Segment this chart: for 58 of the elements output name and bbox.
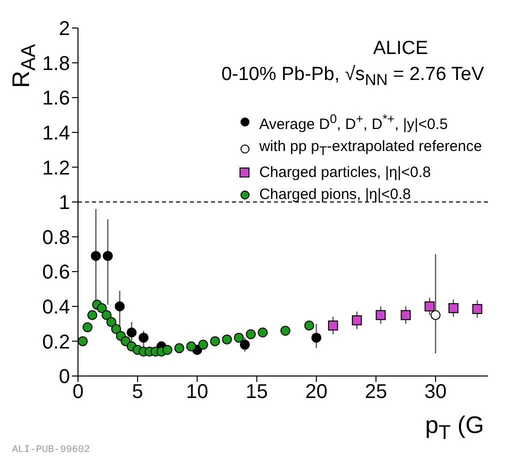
- legend-label: Charged pions, |η|<0.8: [259, 185, 411, 205]
- y-tick-label: 1.6: [42, 88, 70, 110]
- point: [328, 320, 338, 331]
- point: [448, 303, 458, 314]
- point: [280, 326, 290, 336]
- legend-label: Average D$^{0}$, D$^{+}$, D$^{*+}$, |y|<0.5: [259, 111, 448, 135]
- point: [246, 329, 256, 340]
- point: [430, 310, 441, 320]
- point: [102, 310, 112, 320]
- x-axis-title: p$_{T}$ (G: [425, 412, 484, 445]
- point: [376, 310, 386, 320]
- point: [222, 334, 232, 344]
- point: [96, 303, 107, 314]
- y-tick-label: 0.8: [42, 226, 70, 249]
- y-tick-label: 1: [58, 192, 70, 214]
- point: [198, 340, 208, 350]
- point: [210, 336, 220, 346]
- point: [78, 336, 88, 346]
- point: [258, 328, 268, 338]
- x-tick-label: 30: [424, 381, 447, 404]
- text: 0-10% Pb-Pb, √s$_{NN}$ = 2.76 TeV: [221, 64, 484, 90]
- point: [174, 343, 184, 354]
- point: [472, 304, 482, 314]
- x-tick-label: 25: [364, 381, 388, 404]
- x-tick-label: 5: [132, 381, 144, 404]
- point: [90, 250, 101, 261]
- y-tick-label: 1.2: [42, 157, 70, 180]
- y-tick-label: 1.8: [42, 52, 70, 75]
- point: [87, 310, 98, 320]
- y-tick-label: 0.6: [42, 262, 70, 284]
- y-tick-label: 0.4: [42, 296, 70, 318]
- point: [400, 310, 411, 320]
- point: [304, 320, 314, 331]
- point: [114, 301, 125, 312]
- point: [102, 250, 113, 261]
- point: [162, 344, 172, 355]
- point: [240, 340, 250, 350]
- point: [126, 328, 137, 338]
- y-tick-label: 0.2: [42, 331, 70, 354]
- x-tick-label: 15: [246, 381, 268, 404]
- text: ALICE: [373, 38, 428, 60]
- point: [82, 322, 93, 332]
- legend-label: Charged particles, |η|<0.8: [259, 163, 431, 183]
- x-tick-label: 20: [305, 381, 328, 404]
- text: ALI-PUB-99602: [12, 445, 90, 456]
- point: [186, 341, 196, 352]
- y-tick-label: 1.4: [42, 122, 70, 144]
- y-tick-label: 0: [58, 366, 70, 388]
- y-tick-label: 2: [58, 18, 70, 40]
- point: [111, 324, 122, 334]
- legend-label: with pp p$_{T}$-extrapolated reference: [259, 137, 482, 160]
- point: [234, 332, 244, 343]
- point: [424, 301, 435, 312]
- point: [138, 332, 149, 343]
- x-tick-label: 10: [186, 381, 208, 404]
- point: [106, 317, 116, 328]
- point: [352, 315, 362, 326]
- point: [311, 332, 322, 343]
